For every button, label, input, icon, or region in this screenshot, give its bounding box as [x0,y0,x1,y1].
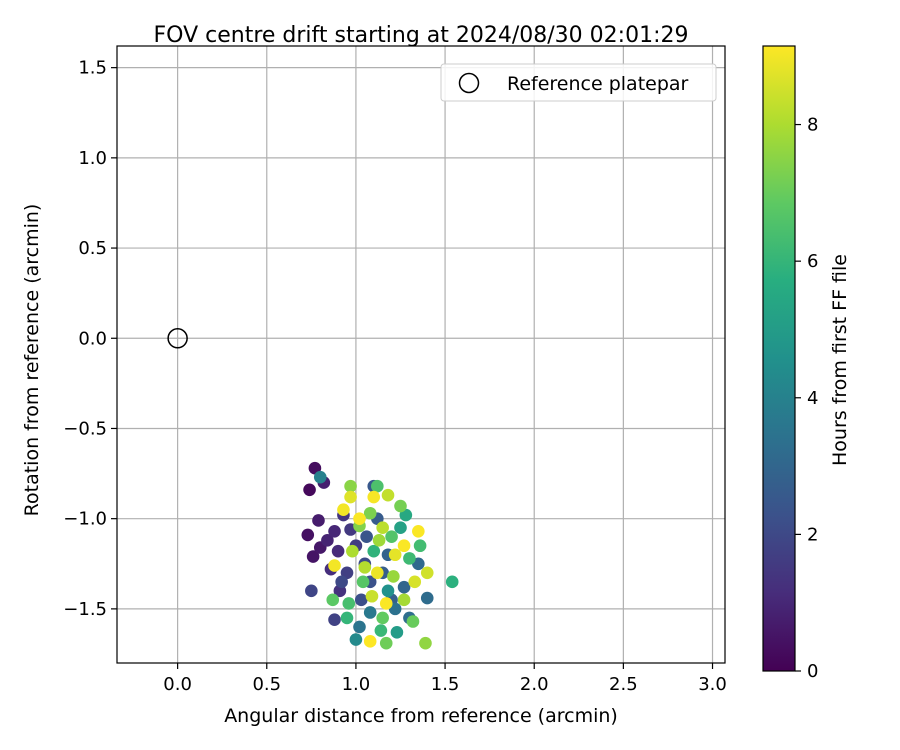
y-tick-label: 1.5 [78,58,107,79]
scatter-point [301,528,315,542]
scatter-point [420,591,434,605]
scatter-point [360,530,373,544]
scatter-point [363,635,377,648]
colorbar-tick-label: 2 [807,524,818,545]
scatter-point [445,575,459,589]
scatter-point [397,593,411,607]
scatter-point [381,584,395,598]
scatter-point [344,490,357,504]
colorbar-tick-label: 6 [807,251,818,272]
colorbar-gradient [762,45,796,672]
scatter-point [337,503,350,516]
legend-entry-reference: Reference platepar [507,73,689,95]
scatter-point [372,534,386,547]
axis-ticks: 0.0 0.5 1.0 1.5 2.0 2.5 3.0 1.5 1.0 0.5 0.0 −0.5 −1.… [63,58,727,695]
colorbar-tick-label: 8 [807,115,818,136]
scatter-point [413,539,427,553]
scatter-point [331,544,345,558]
scatter-point [419,636,432,650]
scatter-point [390,626,404,639]
y-tick-label: −0.5 [63,418,107,439]
scatter-point [379,597,393,610]
scatter-point [403,552,416,565]
chart-title: FOV centre drift starting at 2024/08/30 … [154,23,689,48]
scatter-point [367,490,381,504]
x-tick-label: 2.0 [520,674,549,695]
scatter-point [412,525,425,538]
scatter-point [385,530,398,544]
scatter-point [342,597,356,610]
y-tick-label: −1.5 [63,599,107,620]
legend-marker-icon [458,72,480,94]
scatter-point [371,566,384,580]
scatter-point [354,593,368,607]
scatter-point [356,575,370,589]
scatter-point [376,611,389,625]
colorbar-ticks: 0 2 4 6 8 [795,115,818,682]
scatter-point [346,544,359,558]
scatter-points [301,461,459,650]
scatter-point [371,479,384,493]
y-tick-label: 0.0 [78,328,107,349]
scatter-point [408,575,422,589]
scatter-point [363,606,377,619]
scatter-point [349,633,363,646]
scatter-point [312,514,325,527]
colorbar-tick-label: 4 [807,388,818,409]
scatter-point [303,483,316,497]
x-tick-label: 1.5 [431,674,460,695]
scatter-point [353,512,366,525]
scatter-point [321,534,334,547]
scatter-point [406,615,420,628]
scatter-point [376,521,389,534]
plot-frame [116,45,726,664]
scatter-point [363,506,377,520]
reference-platepar-marker [167,328,188,349]
scatter-point [328,613,341,627]
scatter-point [326,593,340,607]
y-tick-label: 0.5 [78,238,107,259]
colorbar-tick-label: 0 [807,661,818,682]
scatter-point [374,624,388,637]
scatter-point [328,525,341,538]
scatter-point [344,479,357,493]
y-tick-label: 1.0 [78,148,107,169]
x-tick-label: 3.0 [698,674,727,695]
scatter-point [367,544,381,558]
y-tick-label: −1.0 [63,509,107,530]
x-tick-label: 0.5 [252,674,281,695]
scatter-point [397,539,411,553]
scatter-point [379,636,393,650]
legend: Reference platepar [440,63,717,102]
scatter-point [387,570,400,583]
colorbar: 0 2 4 6 8 Hours from first FF file [762,45,851,682]
scatter-point [340,611,354,625]
x-axis-label: Angular distance from reference (arcmin) [224,705,618,727]
scatter-point [397,580,411,594]
scatter-point [353,620,366,634]
scatter-point [394,499,407,513]
x-tick-label: 1.0 [342,674,371,695]
grid-lines [117,46,725,663]
scatter-point [306,550,320,563]
scatter-point [394,521,407,534]
scatter-point [420,566,434,580]
scatter-point [365,589,379,603]
colorbar-label: Hours from first FF file [829,254,851,466]
x-tick-label: 0.0 [163,674,192,695]
scatter-point [305,584,318,598]
scatter-point [328,559,341,572]
x-tick-label: 2.5 [609,674,638,695]
scatter-point [388,548,402,562]
scatter-point [381,488,395,502]
y-axis-label: Rotation from reference (arcmin) [21,204,43,517]
scatter-point [313,470,327,484]
scatter-point [358,561,372,574]
scatter-point [335,575,348,589]
